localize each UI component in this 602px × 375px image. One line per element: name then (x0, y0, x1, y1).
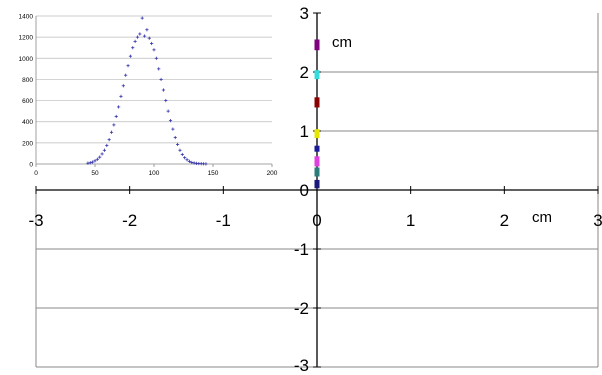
main-data-point (314, 39, 320, 46)
inset-y-tick-label: 1400 (19, 14, 34, 21)
main-x-tick-label: -2 (122, 211, 137, 230)
main-y-tick-label: 0 (300, 181, 309, 200)
main-y-tick-label: 1 (300, 122, 309, 141)
main-data-point (314, 70, 320, 77)
inset-y-tick-label: 1200 (19, 35, 34, 42)
main-x-tick-label: 3 (593, 211, 602, 230)
inset-data-points (86, 16, 208, 166)
main-y-tick-label: 3 (300, 4, 309, 23)
inset-x-tick-label: 200 (267, 170, 278, 177)
y-axis-label: cm (332, 34, 352, 51)
main-y-tick-label: 2 (300, 63, 309, 82)
inset-x-tick-label: 0 (34, 170, 38, 177)
main-data-points (314, 39, 320, 189)
main-x-tick-label: -3 (28, 211, 43, 230)
inset-axes (35, 16, 273, 167)
main-x-tick-label: -1 (216, 211, 231, 230)
inset-x-tick-label: 50 (91, 170, 99, 177)
main-x-tick-label: 0 (312, 211, 321, 230)
x-axis-label: cm (532, 209, 552, 226)
main-y-tick-label: -2 (294, 299, 309, 318)
inset-y-tick-label: 600 (22, 98, 33, 105)
inset-y-tick-label: 400 (22, 119, 33, 126)
main-y-tick-label: -1 (294, 240, 309, 259)
inset-plot-area (36, 16, 272, 164)
main-axes (35, 12, 599, 368)
main-data-point (314, 129, 320, 136)
main-data-point (314, 179, 320, 186)
main-data-point (314, 160, 320, 167)
main-data-point (314, 145, 320, 152)
main-data-point (314, 156, 320, 163)
inset-x-tick-label: 100 (149, 170, 160, 177)
main-data-point (314, 44, 320, 51)
inset-y-tick-label: 800 (22, 77, 33, 84)
inset-gridlines (36, 15, 272, 144)
inset-histogram-chart: 0 200 400 600 800 1000 1200 1400 0 50 100 150 200 (19, 14, 278, 178)
main-y-tick-label: -3 (294, 356, 309, 375)
main-data-point (314, 167, 320, 174)
main-x-tick-label: 2 (500, 211, 509, 230)
inset-x-tick-label: 150 (208, 170, 219, 177)
main-data-point (314, 97, 320, 104)
main-data-point (314, 101, 320, 108)
inset-y-tick-label: 1000 (19, 56, 34, 63)
inset-y-tick-label: 0 (29, 162, 33, 169)
main-x-tick-label: 1 (406, 211, 415, 230)
inset-y-tick-label: 200 (22, 140, 33, 147)
inset-tick-labels: 0 200 400 600 800 1000 1200 1400 0 50 100 150 200 (19, 14, 278, 178)
